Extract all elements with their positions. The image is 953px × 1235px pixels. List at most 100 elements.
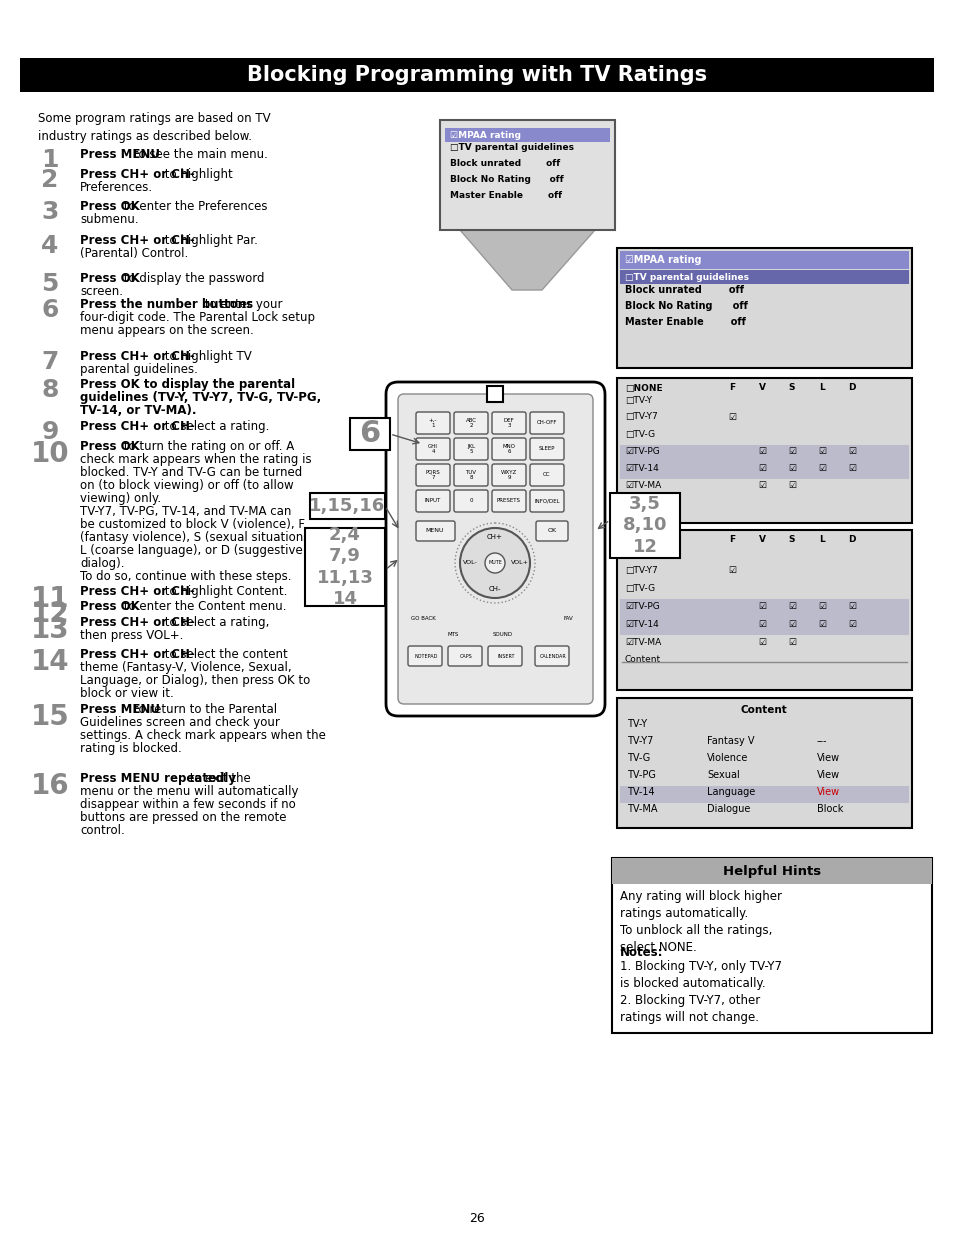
Text: □TV-Y7: □TV-Y7 bbox=[624, 566, 657, 574]
Text: to select a rating.: to select a rating. bbox=[161, 420, 269, 433]
Text: Some program ratings are based on TV
industry ratings as described below.: Some program ratings are based on TV ind… bbox=[38, 112, 271, 143]
Text: parental guidelines.: parental guidelines. bbox=[80, 363, 197, 375]
Text: theme (Fantasy-V, Violence, Sexual,: theme (Fantasy-V, Violence, Sexual, bbox=[80, 661, 292, 674]
FancyBboxPatch shape bbox=[454, 490, 488, 513]
Text: ---: --- bbox=[816, 736, 826, 746]
Circle shape bbox=[459, 529, 530, 598]
Text: TV-14, or TV-MA).: TV-14, or TV-MA). bbox=[80, 404, 196, 417]
Text: TV-MA: TV-MA bbox=[626, 804, 657, 814]
Text: 14: 14 bbox=[30, 648, 70, 676]
Text: ☑: ☑ bbox=[817, 601, 825, 610]
Text: INSERT: INSERT bbox=[497, 655, 515, 659]
Text: 1. Blocking TV-Y, only TV-Y7
is blocked automatically.
2. Blocking TV-Y7, other
: 1. Blocking TV-Y, only TV-Y7 is blocked … bbox=[619, 960, 781, 1024]
Text: S: S bbox=[788, 384, 795, 393]
Text: 8: 8 bbox=[41, 378, 59, 403]
Text: settings. A check mark appears when the: settings. A check mark appears when the bbox=[80, 729, 326, 742]
FancyBboxPatch shape bbox=[530, 412, 563, 433]
Text: PRESETS: PRESETS bbox=[497, 499, 520, 504]
Text: to highlight: to highlight bbox=[161, 168, 233, 182]
Text: ☑: ☑ bbox=[817, 447, 825, 456]
Text: JKL
5: JKL 5 bbox=[466, 443, 475, 454]
Text: ☑MPAA rating: ☑MPAA rating bbox=[624, 254, 700, 266]
Text: TV-Y7: TV-Y7 bbox=[626, 736, 653, 746]
FancyBboxPatch shape bbox=[416, 464, 450, 487]
Text: Press OK: Press OK bbox=[80, 200, 139, 212]
Text: ☑: ☑ bbox=[847, 601, 855, 610]
Text: ☑TV-PG: ☑TV-PG bbox=[624, 447, 659, 456]
Bar bbox=[486, 387, 502, 403]
Bar bbox=[444, 128, 609, 142]
Text: Press the number buttons: Press the number buttons bbox=[80, 298, 253, 311]
Text: TV-14: TV-14 bbox=[626, 787, 654, 797]
FancyBboxPatch shape bbox=[416, 438, 450, 459]
Bar bbox=[617, 698, 911, 827]
Text: □NONE: □NONE bbox=[624, 384, 662, 393]
Text: CC: CC bbox=[542, 473, 550, 478]
Text: ☑TV-MA: ☑TV-MA bbox=[624, 480, 660, 489]
Text: Guidelines screen and check your: Guidelines screen and check your bbox=[80, 716, 279, 729]
Text: 4: 4 bbox=[41, 233, 59, 258]
Text: CAPS: CAPS bbox=[459, 655, 472, 659]
Text: Preferences.: Preferences. bbox=[80, 182, 153, 194]
Text: TV-G: TV-G bbox=[626, 753, 650, 763]
Text: DEF
3: DEF 3 bbox=[503, 417, 514, 429]
Text: To do so, continue with these steps.: To do so, continue with these steps. bbox=[80, 571, 292, 583]
Text: Press CH+ or CH-: Press CH+ or CH- bbox=[80, 616, 194, 629]
Bar bbox=[350, 417, 390, 450]
Text: dialog).: dialog). bbox=[80, 557, 125, 571]
Text: ☑TV-PG: ☑TV-PG bbox=[624, 601, 659, 610]
Bar bbox=[619, 618, 908, 635]
FancyBboxPatch shape bbox=[535, 646, 568, 666]
Text: (fantasy violence), S (sexual situations),: (fantasy violence), S (sexual situations… bbox=[80, 531, 317, 543]
FancyBboxPatch shape bbox=[408, 646, 441, 666]
Text: ☑: ☑ bbox=[757, 480, 765, 489]
Text: SLEEP: SLEEP bbox=[538, 447, 555, 452]
Text: Dialogue: Dialogue bbox=[706, 804, 750, 814]
Text: screen.: screen. bbox=[80, 285, 123, 298]
Text: INFO/DEL: INFO/DEL bbox=[534, 499, 559, 504]
Text: Press MENU repeatedly: Press MENU repeatedly bbox=[80, 772, 235, 785]
Text: D: D bbox=[847, 384, 855, 393]
Text: MNO
6: MNO 6 bbox=[502, 443, 515, 454]
Bar bbox=[617, 530, 911, 690]
Text: □TV-Y: □TV-Y bbox=[624, 395, 651, 405]
Text: disappear within a few seconds if no: disappear within a few seconds if no bbox=[80, 798, 295, 811]
Text: to turn the rating on or off. A: to turn the rating on or off. A bbox=[120, 440, 294, 453]
Text: ☑: ☑ bbox=[727, 566, 736, 574]
Text: ☑: ☑ bbox=[817, 620, 825, 629]
Text: □TV-G: □TV-G bbox=[624, 583, 655, 593]
Text: menu appears on the screen.: menu appears on the screen. bbox=[80, 324, 253, 337]
Text: be customized to block V (violence), F: be customized to block V (violence), F bbox=[80, 517, 305, 531]
Text: Any rating will block higher
ratings automatically.
To unblock all the ratings,
: Any rating will block higher ratings aut… bbox=[619, 890, 781, 953]
Text: OK: OK bbox=[547, 529, 556, 534]
Text: to highlight Par.: to highlight Par. bbox=[161, 233, 257, 247]
Text: L: L bbox=[819, 384, 824, 393]
Bar bbox=[619, 599, 908, 618]
Text: Press MENU: Press MENU bbox=[80, 703, 160, 716]
Text: INPUT: INPUT bbox=[424, 499, 440, 504]
Circle shape bbox=[484, 553, 504, 573]
FancyBboxPatch shape bbox=[416, 521, 455, 541]
Text: 26: 26 bbox=[469, 1212, 484, 1224]
Text: +,-
1: +,- 1 bbox=[428, 417, 436, 429]
Text: CALENDAR: CALENDAR bbox=[539, 655, 566, 659]
Text: SOUND: SOUND bbox=[493, 632, 513, 637]
FancyBboxPatch shape bbox=[536, 521, 567, 541]
Text: Press CH+ or CH-: Press CH+ or CH- bbox=[80, 648, 194, 661]
Text: Master Enable        off: Master Enable off bbox=[450, 191, 561, 200]
Text: 0: 0 bbox=[469, 499, 473, 504]
Text: V: V bbox=[758, 536, 764, 545]
Bar bbox=[609, 493, 679, 558]
Text: □TV parental guidelines: □TV parental guidelines bbox=[450, 143, 574, 152]
Bar bbox=[619, 251, 908, 269]
Bar bbox=[619, 270, 908, 284]
Text: to enter your: to enter your bbox=[201, 298, 282, 311]
Text: to enter the Content menu.: to enter the Content menu. bbox=[120, 600, 287, 613]
Bar bbox=[619, 445, 908, 462]
Text: MTS: MTS bbox=[447, 632, 458, 637]
Text: Press CH+ or CH-: Press CH+ or CH- bbox=[80, 585, 194, 598]
FancyBboxPatch shape bbox=[397, 394, 593, 704]
Text: ☑: ☑ bbox=[847, 447, 855, 456]
Text: □TV-G: □TV-G bbox=[624, 430, 655, 438]
Text: ☑: ☑ bbox=[757, 447, 765, 456]
